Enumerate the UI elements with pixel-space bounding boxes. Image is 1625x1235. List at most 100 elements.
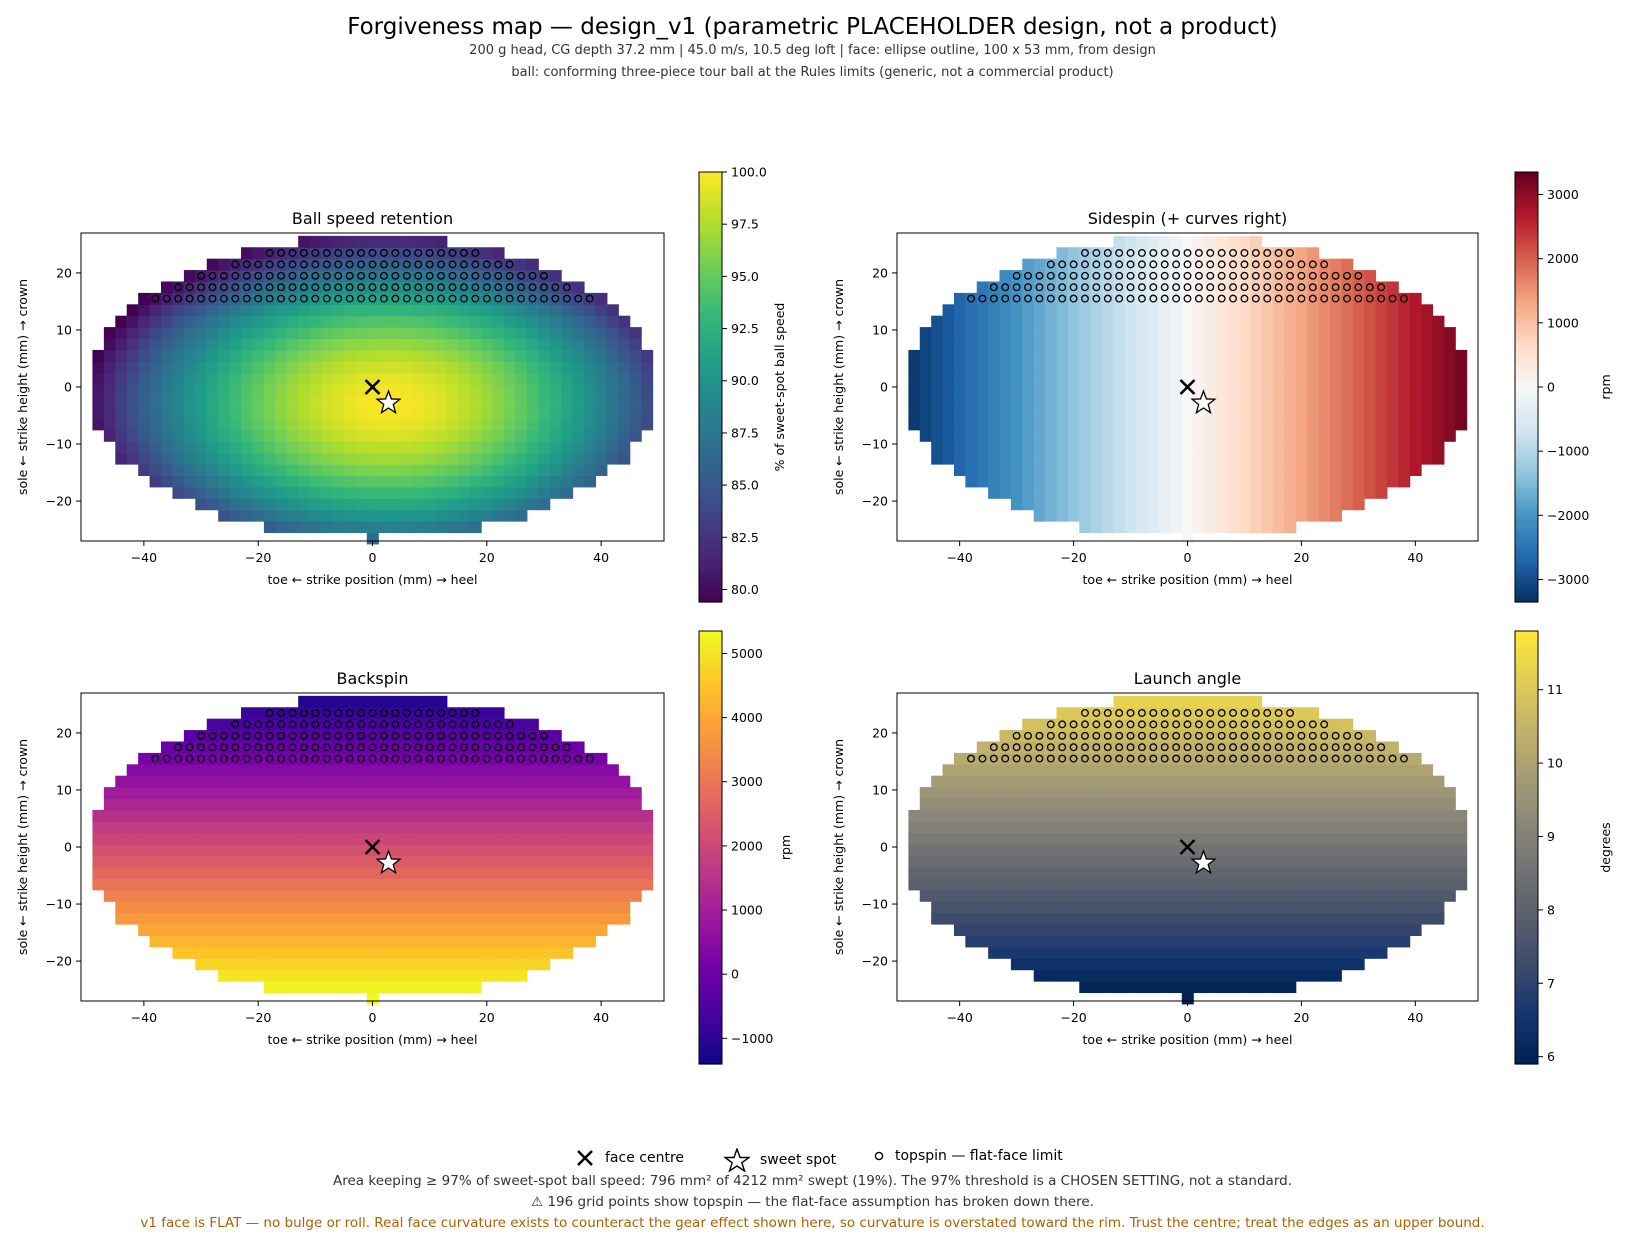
heatmap-cell (446, 866, 459, 879)
heatmap-cell (503, 452, 516, 465)
heatmap-cell (1124, 981, 1137, 994)
heatmap-cell (538, 395, 551, 408)
heatmap-cell (149, 878, 162, 891)
heatmap-cell (1113, 304, 1126, 317)
topspin-marker (254, 294, 263, 303)
heatmap-cell (1102, 855, 1115, 868)
heatmap-cell (469, 315, 482, 328)
heatmap-cell (1364, 935, 1377, 948)
heatmap-cell (1352, 281, 1365, 294)
heatmap-cell (1307, 429, 1320, 442)
heatmap-cell (1318, 395, 1331, 408)
colorbar-slice (699, 315, 722, 320)
heatmap-cell (1033, 878, 1046, 891)
heatmap-cell (1136, 809, 1149, 822)
heatmap-cell (1136, 866, 1149, 879)
heatmap-cell (953, 787, 966, 800)
heatmap-cell (1022, 730, 1035, 743)
heatmap-cell (549, 452, 562, 465)
colorbar-slice (699, 473, 722, 478)
heatmap-cell (606, 787, 619, 800)
colorbar-slice (699, 580, 722, 585)
heatmap-cell (469, 832, 482, 845)
panel-title: Backspin (337, 669, 409, 688)
heatmap-cell (641, 395, 654, 408)
heatmap-cell (1102, 441, 1115, 454)
heatmap-cell (988, 878, 1001, 891)
topspin-marker (1172, 249, 1181, 257)
heatmap-cell (206, 866, 219, 879)
heatmap-cell (286, 498, 299, 511)
heatmap-cell (1238, 429, 1251, 442)
heatmap-cell (526, 315, 539, 328)
heatmap-cell (1375, 741, 1388, 754)
heatmap-cell (263, 521, 276, 534)
heatmap-cell (618, 912, 631, 925)
heatmap-cell (343, 384, 356, 397)
colorbar-slice (699, 1017, 722, 1022)
heatmap-cell (538, 498, 551, 511)
topspin-marker (197, 271, 205, 280)
heatmap-cell (1033, 304, 1046, 317)
heatmap-cell (1033, 798, 1046, 811)
heatmap-cell (1250, 509, 1263, 522)
heatmap-cell (538, 441, 551, 454)
heatmap-cell (515, 486, 528, 499)
colorbar-slice (699, 908, 722, 914)
heatmap-cell (401, 866, 414, 879)
heatmap-cell (1272, 315, 1285, 328)
heatmap-cell (1170, 958, 1183, 971)
heatmap-cell (988, 292, 1001, 305)
colorbar-slice (699, 659, 722, 665)
heatmap-cell (218, 809, 231, 822)
heatmap-cell (1375, 935, 1388, 948)
heatmap-cell (469, 441, 482, 454)
heatmap-cell (161, 327, 174, 340)
heatmap-cell (469, 418, 482, 431)
heatmap-cell (572, 327, 585, 340)
heatmap-cell (229, 486, 242, 499)
heatmap-cell (1136, 372, 1149, 385)
heatmap-cell (1284, 969, 1297, 982)
topspin-marker (402, 709, 411, 717)
heatmap-cell (1398, 361, 1411, 374)
heatmap-cell (355, 695, 368, 708)
heatmap-cell (378, 509, 391, 522)
heatmap-cell (515, 866, 528, 879)
colorbar-slice (699, 272, 722, 277)
heatmap-cell (583, 775, 597, 788)
heatmap-cell (412, 486, 425, 499)
heatmap-cell (1352, 452, 1365, 465)
heatmap-cell (503, 441, 516, 454)
heatmap-cell (1102, 924, 1115, 937)
heatmap-cell (1033, 258, 1046, 271)
heatmap-cell (953, 878, 966, 891)
topspin-marker (368, 260, 377, 269)
topspin-marker (265, 249, 274, 257)
heatmap-cell (321, 327, 334, 340)
heatmap-cell (378, 958, 391, 971)
colorbar-slice (699, 476, 722, 481)
colorbar-slice (699, 724, 722, 730)
heatmap-cell (469, 924, 482, 937)
heatmap-cell (138, 338, 151, 351)
heatmap-cell (161, 315, 174, 328)
heatmap-cell (999, 384, 1012, 397)
colorbar-slice (699, 179, 722, 184)
heatmap-cell (309, 521, 322, 534)
topspin-marker (505, 260, 514, 269)
heatmap-cell (332, 235, 345, 248)
heatmap-cell (458, 935, 471, 948)
heatmap-cell (549, 798, 562, 811)
heatmap-cell (976, 429, 989, 442)
heatmap-cell (1364, 406, 1377, 419)
heatmap-cell (92, 395, 105, 408)
topspin-marker (1331, 294, 1340, 303)
colorbar-slice (699, 236, 722, 241)
topspin-marker (1001, 283, 1010, 292)
heatmap-cell (286, 946, 299, 959)
heatmap-cell (1215, 901, 1228, 914)
heatmap-cell (286, 889, 299, 902)
heatmap-cell (229, 384, 242, 397)
heatmap-cell (919, 361, 932, 374)
